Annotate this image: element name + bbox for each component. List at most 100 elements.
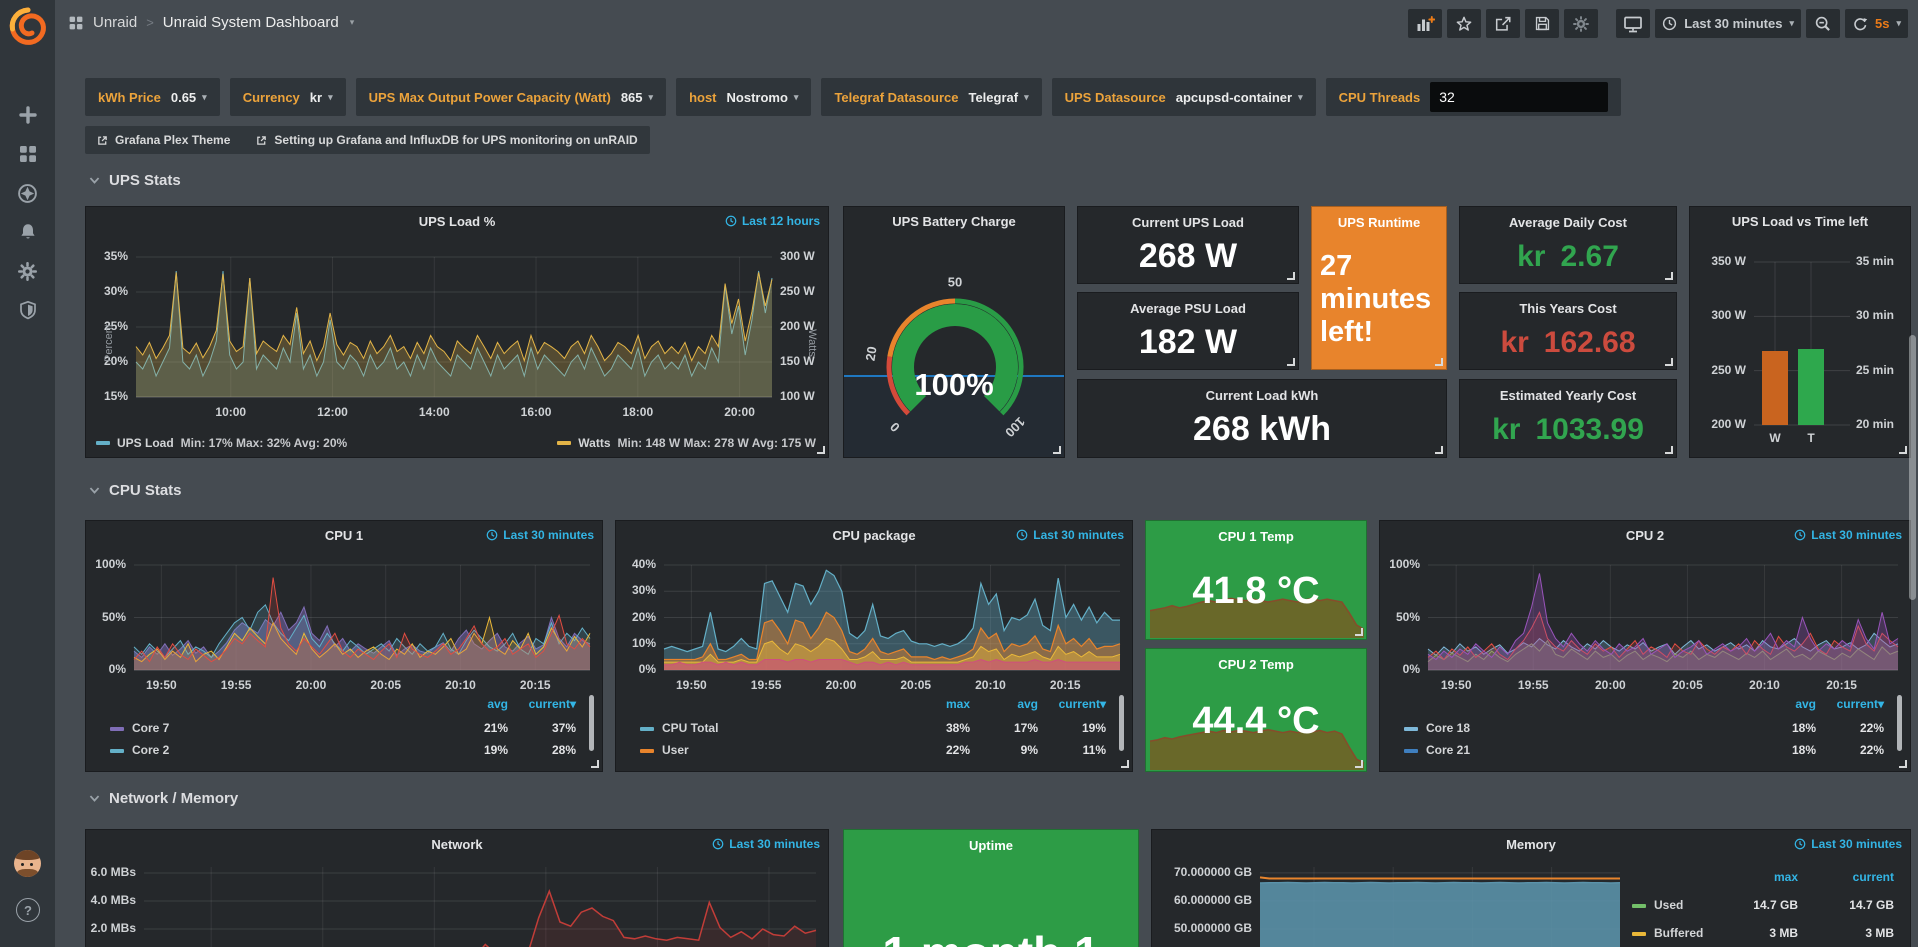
link-ups-monitoring-guide[interactable]: Setting up Grafana and InfluxDB for UPS … xyxy=(256,133,638,147)
legend-scrollbar[interactable] xyxy=(589,695,594,751)
y-axis-tick: 300 W xyxy=(780,249,815,263)
panel-title[interactable]: Average Daily Cost xyxy=(1508,215,1627,230)
variable-currency[interactable]: Currency kr ▾ xyxy=(229,78,346,116)
legend-series-label[interactable]: Core 2 xyxy=(132,743,170,757)
y-axis-tick: 30% xyxy=(103,284,128,298)
server-admin-shield-icon[interactable] xyxy=(17,299,39,321)
star-button[interactable] xyxy=(1447,9,1482,38)
panel-title[interactable]: Network xyxy=(431,837,483,852)
legend-series-label[interactable]: Buffered xyxy=(1654,926,1704,940)
legend-series-label[interactable]: Watts xyxy=(578,436,611,450)
breadcrumb-dashboard-title[interactable]: Unraid System Dashboard xyxy=(162,14,339,31)
panel-title[interactable]: Current UPS Load xyxy=(1132,215,1244,230)
time-picker-button[interactable]: Last 30 minutes ▾ xyxy=(1655,9,1801,38)
variable-host[interactable]: host Nostromo ▾ xyxy=(676,78,812,116)
configuration-icon[interactable] xyxy=(17,260,39,282)
panel-title[interactable]: This Years Cost xyxy=(1519,301,1617,316)
dashboards-icon[interactable] xyxy=(17,143,39,165)
variable-telegraf-datasource[interactable]: Telegraf Datasource Telegraf ▾ xyxy=(821,78,1042,116)
cpu-threads-input[interactable] xyxy=(1430,82,1609,112)
help-icon[interactable]: ? xyxy=(16,898,40,922)
chevron-down-icon[interactable]: ▾ xyxy=(349,17,355,27)
cpu1-plot[interactable]: 100% 50% 0% 19:50 19:55 20:00 20:05 20:10 20:15 a… xyxy=(86,521,602,771)
panel-time-range: Last 30 minutes xyxy=(1794,837,1902,851)
panel-title[interactable]: CPU 1 Temp xyxy=(1218,529,1294,544)
panel-title[interactable]: Uptime xyxy=(968,838,1014,853)
legend-header[interactable]: max xyxy=(1773,870,1798,884)
y-axis-tick: 6.0 MBs xyxy=(90,865,136,880)
legend: UPS Load Min: 17% Max: 32% Avg: 20% Watts M… xyxy=(96,436,816,450)
variable-kwh-price[interactable]: kWh Price 0.65 ▾ xyxy=(85,78,220,116)
panel-title[interactable]: UPS Battery Charge xyxy=(892,214,1016,229)
legend-header[interactable]: current▾ xyxy=(528,697,576,711)
panel-title[interactable]: Current Load kWh xyxy=(1205,388,1319,403)
zoom-out-button[interactable] xyxy=(1806,9,1840,38)
settings-gear-icon[interactable] xyxy=(1564,9,1599,38)
grafana-logo-icon[interactable] xyxy=(7,5,49,47)
cpu-package-plot[interactable]: 40% 30% 20% 10% 0% 19:50 19:55 20:00 20:05 20:10 2… xyxy=(616,521,1132,771)
legend-series-label[interactable]: Core 18 xyxy=(1426,721,1471,735)
panel-title[interactable]: UPS Load % xyxy=(418,214,496,229)
panel-title[interactable]: CPU package xyxy=(832,528,916,543)
add-panel-button[interactable] xyxy=(1408,9,1443,38)
y-axis-tick: 0% xyxy=(638,662,656,676)
stat-value: 268 W xyxy=(1138,236,1238,275)
ups-load-plot[interactable]: 35% 30% 25% 20% 15% 300 W 250 W 200 W 150 W 100 W… xyxy=(86,207,828,457)
breadcrumb-folder[interactable]: Unraid xyxy=(93,14,138,31)
section-cpu-stats[interactable]: CPU Stats xyxy=(88,482,182,499)
network-plot[interactable]: 6.0 MBs 4.0 MBs 2.0 MBs xyxy=(86,830,828,947)
legend-scrollbar[interactable] xyxy=(1119,695,1124,751)
refresh-button[interactable]: 5s ▾ xyxy=(1845,9,1908,38)
panel-cpu-package-chart: CPU package Last 30 minutes 40% 30% 20% 10%… xyxy=(615,520,1133,772)
variable-cpu-threads: CPU Threads xyxy=(1325,78,1622,116)
page-scrollbar[interactable] xyxy=(1909,335,1916,600)
create-icon[interactable] xyxy=(17,104,39,126)
legend-series-label[interactable]: CPU Total xyxy=(662,721,719,735)
panel-title[interactable]: CPU 2 Temp xyxy=(1218,657,1294,672)
legend-header[interactable]: current▾ xyxy=(1836,697,1884,711)
legend-header[interactable]: avg xyxy=(487,697,508,711)
legend-value: 37% xyxy=(551,721,576,735)
bar-W xyxy=(1762,351,1788,425)
explore-icon[interactable] xyxy=(17,182,39,204)
y-axis-tick: 150 W xyxy=(780,354,815,368)
user-avatar[interactable] xyxy=(14,850,41,877)
panel-title[interactable]: CPU 2 xyxy=(1625,528,1665,543)
section-network-memory[interactable]: Network / Memory xyxy=(88,790,238,807)
link-grafana-plex-theme[interactable]: Grafana Plex Theme xyxy=(97,133,230,147)
panel-title[interactable]: Average PSU Load xyxy=(1130,301,1246,316)
legend-item[interactable]: Watts Min: 148 W Max: 278 W Avg: 175 W xyxy=(557,436,816,450)
panel-this-years-cost: This Years Cost kr 162.68 xyxy=(1459,292,1677,370)
panel-uptime: Uptime 1 month 1 xyxy=(843,829,1139,947)
save-button[interactable] xyxy=(1525,9,1560,38)
legend-header[interactable]: max xyxy=(945,697,970,711)
legend-item[interactable]: UPS Load Min: 17% Max: 32% Avg: 20% xyxy=(96,436,347,450)
panel-title[interactable]: UPS Load vs Time left xyxy=(1731,214,1869,229)
cycle-view-mode-button[interactable] xyxy=(1616,9,1651,38)
panel-title[interactable]: Estimated Yearly Cost xyxy=(1499,388,1637,403)
legend-header[interactable]: avg xyxy=(1017,697,1038,711)
panel-title[interactable]: CPU 1 xyxy=(324,528,364,543)
legend-series-label[interactable]: Core 21 xyxy=(1426,743,1471,757)
cpu2-plot[interactable]: 100% 50% 0% 19:50 19:55 20:00 20:05 20:10 20:15 a… xyxy=(1380,521,1910,771)
panel-title[interactable]: Memory xyxy=(1506,837,1556,852)
legend-series-label[interactable]: User xyxy=(662,743,689,757)
panel-ups-load-vs-time-left: UPS Load vs Time left 350 W 300 W 250 W 200… xyxy=(1689,206,1911,458)
legend-scrollbar[interactable] xyxy=(1897,695,1902,751)
memory-plot[interactable]: 70.000000 GB 60.000000 GB 50.000000 GB max c… xyxy=(1152,830,1910,947)
alerting-icon[interactable] xyxy=(17,221,39,243)
y-axis-tick: 350 W xyxy=(1711,254,1746,268)
legend-header[interactable]: current▾ xyxy=(1058,697,1106,711)
variable-ups-datasource[interactable]: UPS Datasource apcupsd-container ▾ xyxy=(1051,78,1316,116)
legend-series-label[interactable]: Core 7 xyxy=(132,721,170,735)
legend-series-label[interactable]: UPS Load xyxy=(117,436,174,450)
variable-ups-max-output[interactable]: UPS Max Output Power Capacity (Watt) 865… xyxy=(355,78,667,116)
legend-header[interactable]: avg xyxy=(1795,697,1816,711)
panel-title[interactable]: UPS Runtime xyxy=(1337,215,1421,230)
share-button[interactable] xyxy=(1486,9,1521,38)
legend-series-label[interactable]: Used xyxy=(1654,898,1684,912)
legend-header[interactable]: current xyxy=(1852,870,1894,884)
legend-value: 18% xyxy=(1791,743,1816,757)
section-ups-stats[interactable]: UPS Stats xyxy=(88,172,181,189)
panel-network-chart: Network Last 30 minutes 6.0 MBs 4.0 MBs 2.… xyxy=(85,829,829,947)
